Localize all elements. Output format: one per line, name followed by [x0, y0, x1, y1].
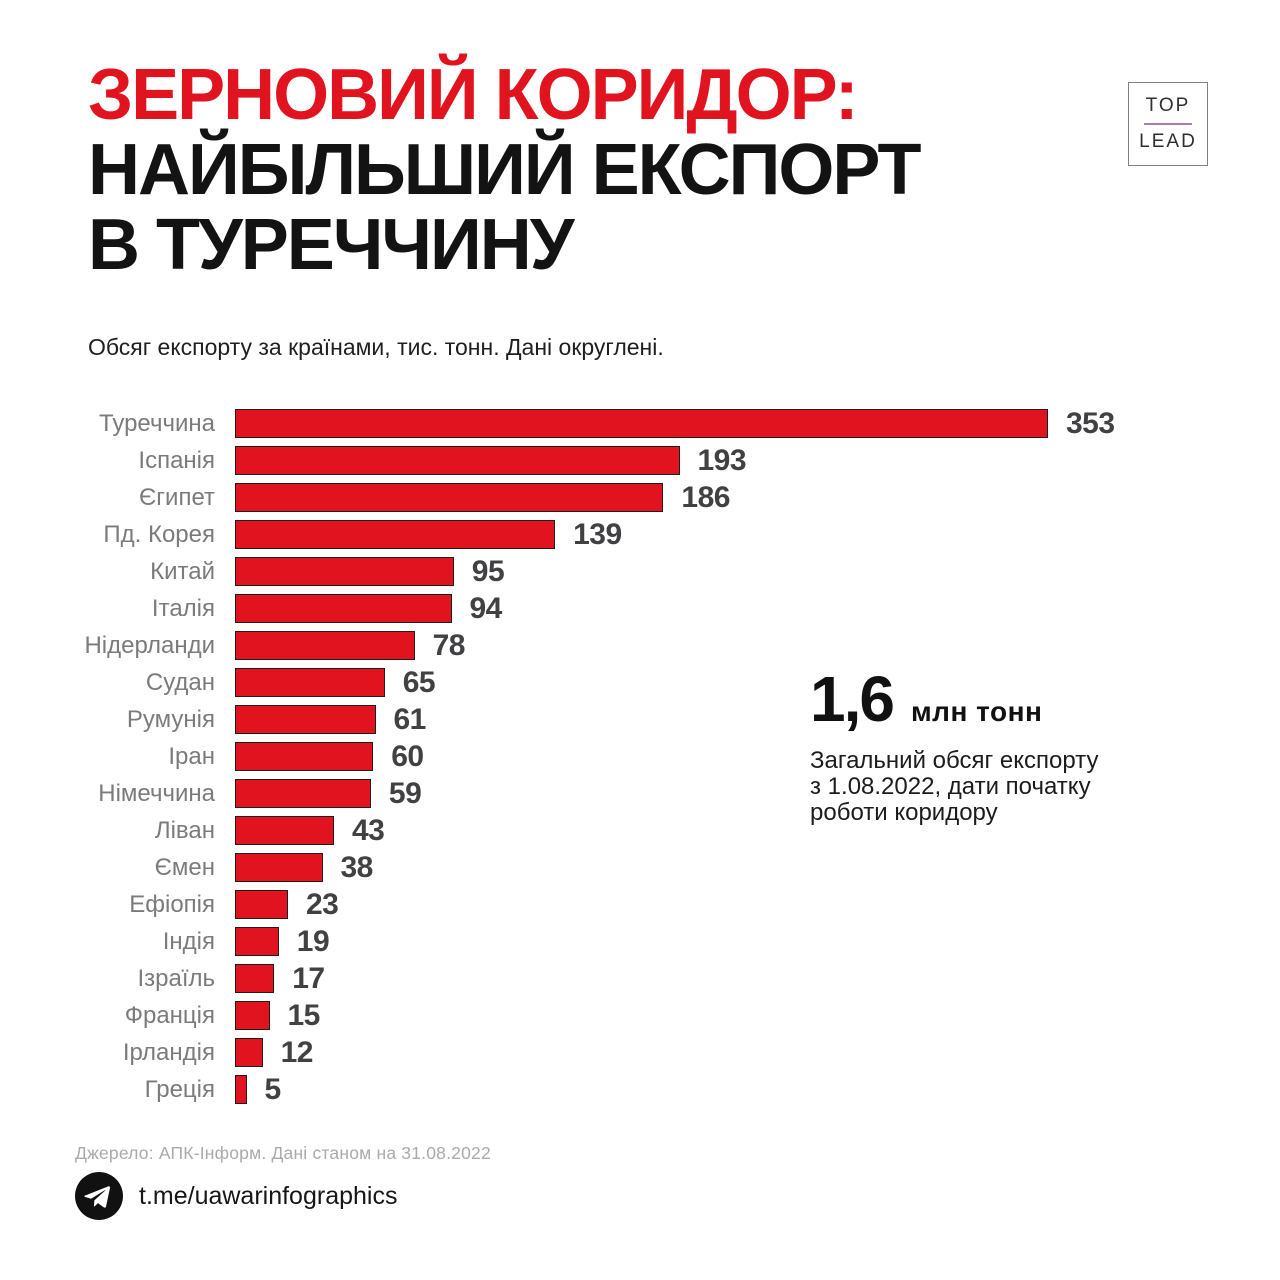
category-label: Франція	[124, 1001, 215, 1029]
bar-chart: Туреччина 353 Іспанія 193 Єгипет 186 Пд. Корея…	[75, 405, 1215, 1108]
table-row: Ізраїль 17	[75, 960, 1215, 997]
category-label: Туреччина	[99, 409, 215, 437]
bar	[235, 927, 279, 956]
telegram-row: t.me/uawarinfographics	[75, 1172, 397, 1220]
annotation-headline: 1,6 млн тонн	[810, 662, 1190, 736]
category-label: Ефіопія	[129, 890, 215, 918]
bar	[235, 631, 415, 660]
category-label: Ліван	[154, 816, 215, 844]
bar	[235, 742, 374, 771]
annotation-unit: млн тонн	[910, 696, 1043, 727]
value-label: 5	[264, 1072, 282, 1106]
table-row: Ліван 43	[75, 812, 1215, 849]
page-title: ЗЕРНОВИЙ КОРИДОР: НАЙБІЛЬШИЙ ЕКСПОРТ В Т…	[88, 55, 921, 285]
category-label: Німеччина	[98, 779, 215, 807]
table-row: Китай 95	[75, 553, 1215, 590]
category-label: Єгипет	[139, 483, 215, 511]
category-label: Іспанія	[138, 446, 215, 474]
logo-top-text: TOP	[1145, 95, 1191, 116]
category-label: Пд. Корея	[103, 520, 215, 548]
table-row: Ємен 38	[75, 849, 1215, 886]
category-label: Індія	[162, 927, 215, 955]
table-row: Нідерланди 78	[75, 627, 1215, 664]
category-label: Нідерланди	[84, 631, 215, 659]
table-row: Ірландія 12	[75, 1034, 1215, 1071]
table-row: Судан 65	[75, 664, 1215, 701]
category-label: Ємен	[154, 853, 215, 881]
table-row: Туреччина 353	[75, 405, 1215, 442]
category-label: Румунія	[126, 705, 215, 733]
table-row: Індія 19	[75, 923, 1215, 960]
bar	[235, 816, 334, 845]
annotation-big-number: 1,6	[810, 663, 895, 735]
bar	[235, 705, 376, 734]
table-row: Франція 15	[75, 997, 1215, 1034]
category-label: Судан	[145, 668, 215, 696]
annotation-description: Загальний обсяг експорту з 1.08.2022, да…	[810, 747, 1099, 826]
table-row: Іспанія 193	[75, 442, 1215, 479]
value-label: 23	[306, 887, 339, 921]
value-label: 186	[681, 480, 730, 514]
value-label: 59	[388, 776, 422, 810]
bar	[235, 1038, 263, 1067]
bar	[235, 779, 371, 808]
table-row: Пд. Корея 139	[75, 516, 1215, 553]
category-label: Ірландія	[122, 1038, 215, 1066]
chart-subtitle: Обсяг експорту за країнами, тис. тонн. Д…	[88, 334, 664, 360]
bar	[235, 1001, 270, 1030]
value-label: 65	[402, 665, 436, 699]
table-row: Ефіопія 23	[75, 886, 1215, 923]
bar	[235, 483, 664, 512]
bar	[235, 890, 288, 919]
value-label: 61	[393, 702, 427, 736]
title-line-1: ЗЕРНОВИЙ КОРИДОР:	[88, 55, 859, 135]
category-label: Іран	[168, 742, 215, 770]
bar	[235, 557, 454, 586]
table-row: Румунія 61	[75, 701, 1215, 738]
bar	[235, 520, 556, 549]
bar	[235, 409, 1048, 438]
logo-lead-text: LEAD	[1139, 131, 1197, 152]
value-label: 15	[287, 998, 321, 1032]
value-label: 94	[469, 591, 503, 625]
table-row: Єгипет 186	[75, 479, 1215, 516]
value-label: 12	[280, 1035, 314, 1069]
category-label: Італія	[151, 594, 215, 622]
category-label: Китай	[150, 557, 215, 585]
category-label: Греція	[144, 1075, 215, 1103]
value-label: 95	[471, 554, 505, 588]
logo-divider	[1144, 123, 1192, 125]
value-label: 139	[573, 517, 622, 551]
total-annotation: 1,6 млн тонн Загальний обсяг експорту з …	[810, 662, 1190, 826]
table-row: Італія 94	[75, 590, 1215, 627]
table-row: Іран 60	[75, 738, 1215, 775]
value-label: 193	[697, 443, 747, 477]
value-label: 19	[296, 924, 330, 958]
value-label: 353	[1066, 406, 1115, 440]
bar	[235, 668, 385, 697]
toplead-logo: TOP LEAD	[1128, 82, 1208, 166]
title-line-3: В ТУРЕЧЧИНУ	[88, 205, 575, 285]
bar	[235, 853, 323, 882]
value-label: 38	[340, 850, 374, 884]
table-row: Німеччина 59	[75, 775, 1215, 812]
value-label: 43	[352, 813, 385, 847]
bar	[235, 1075, 247, 1104]
value-label: 17	[292, 961, 325, 995]
title-line-2: НАЙБІЛЬШИЙ ЕКСПОРТ	[88, 130, 921, 210]
telegram-handle-link[interactable]: t.me/uawarinfographics	[139, 1181, 398, 1210]
data-source-note: Джерело: АПК-Інформ. Дані станом на 31.0…	[75, 1143, 491, 1163]
category-label: Ізраїль	[137, 964, 215, 992]
bar	[235, 446, 680, 475]
telegram-icon	[75, 1172, 123, 1220]
bar	[235, 964, 275, 993]
bar	[235, 594, 452, 623]
value-label: 60	[391, 739, 424, 773]
value-label: 78	[432, 628, 466, 662]
table-row: Греція 5	[75, 1071, 1215, 1108]
